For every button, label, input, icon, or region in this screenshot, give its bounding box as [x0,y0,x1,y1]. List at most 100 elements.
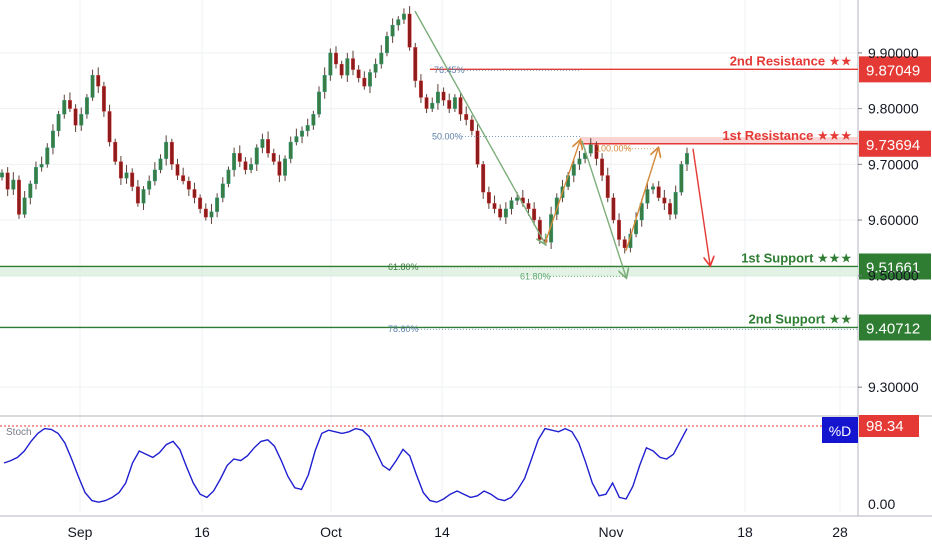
candle-body [390,24,395,37]
stoch-value: 98.34 [866,418,904,435]
level-label: 1st Resistance ★★★ [722,128,852,143]
candle-body [209,211,214,218]
candle-body [588,144,593,154]
candle-body [198,197,203,210]
candle-body [418,80,423,98]
candle-body [396,19,401,26]
candle-body [277,161,282,176]
candle-body [260,139,265,148]
time-tick-label: 28 [832,524,848,540]
candles [0,6,689,254]
candle-body [554,197,559,215]
candle-body [288,141,293,159]
candle-body [549,214,554,243]
support-zone [0,266,858,277]
candle-body [351,58,355,70]
candle-body [345,58,350,76]
time-tick-label: 14 [434,524,450,540]
candle-body [577,158,582,165]
candle-body [226,169,231,184]
stoch-pane: Stoch %D 98.34 [0,415,919,503]
candle-body [62,100,67,115]
candle-body [594,144,599,159]
candle-body [413,47,418,81]
price-tick-label: 9.70000 [868,156,919,172]
level-label: 2nd Resistance ★★ [730,53,852,68]
candle-body [215,197,220,212]
candle-body [486,192,491,204]
candle-body [181,175,186,182]
fib-label: 78.60% [388,324,419,334]
candle-body [339,63,344,76]
candle-body [124,172,129,179]
candle-body [152,169,157,182]
candle-body [673,192,678,215]
candle-body [679,164,684,193]
candle-body [401,13,406,20]
level-price-box [859,314,931,341]
candle-body [503,208,508,218]
fib-label: 76.45% [434,65,465,75]
candle-body [283,158,288,176]
candle-body [373,63,378,73]
candle-body [141,189,146,204]
levels: 2nd Resistance ★★ 9.87049 1st Resistance ★… [0,53,931,341]
candle-body [169,141,174,165]
candle-body [17,179,21,215]
projection-arrow-red [692,148,710,265]
candle-body [300,130,304,137]
fib-label: 50.00% [432,131,463,141]
candle-body [237,153,242,162]
candle-body [84,97,89,115]
candle-body [532,208,537,221]
level-price-value: 9.40712 [866,320,920,337]
candle-body [45,147,50,165]
candle-body [249,164,254,171]
candle-body [220,183,225,198]
candle-body [645,189,650,204]
candle-body [651,186,655,190]
pattern-leg-orange [625,149,658,251]
candle-body [101,86,106,112]
candle-body [90,75,95,98]
candle-body [656,186,661,198]
candle-body [203,208,208,218]
candle-body [430,102,435,109]
fib-label: 61.80% [388,262,419,272]
candle-body [305,125,310,132]
stoch-line [3,427,688,503]
candle-body [39,164,44,168]
level-price-value: 9.87049 [866,62,920,79]
time-tick-label: 16 [194,524,210,540]
level-label: 2nd Support ★★ [749,311,852,326]
time-tick-label: Sep [68,524,93,540]
candle-body [73,108,78,126]
candle-body [271,153,276,162]
stoch-tick-label: 0.00 [868,496,895,512]
candle-body [447,100,452,109]
price-tick-label: 9.90000 [868,45,919,61]
candle-body [0,172,4,178]
candle-body [107,111,112,143]
candle-body [526,203,531,210]
candle-body [605,175,610,198]
candle-body [311,114,316,126]
candle-body [22,197,27,215]
candle-body [685,153,689,165]
candle-body [158,158,163,171]
candle-body [407,13,412,48]
candle-body [186,180,191,190]
candle-body [118,161,123,179]
candle-body [464,114,469,120]
level-price-value: 9.51661 [866,259,920,276]
candle-body [424,97,429,109]
candle-body [475,130,480,165]
candle-body [113,141,118,162]
candle-body [164,141,169,159]
candle-body [243,161,248,171]
candle-body [662,197,667,204]
stoch-label: Stoch [6,427,32,438]
candle-body [317,91,321,115]
candle-body [639,203,644,221]
